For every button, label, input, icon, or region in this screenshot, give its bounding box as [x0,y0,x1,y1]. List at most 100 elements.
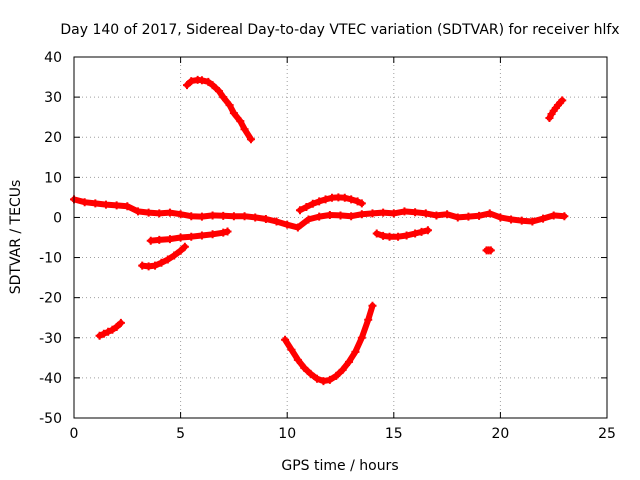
data-point [293,223,302,232]
series-arc-1-2-2-2h [95,318,125,340]
data-point [208,211,217,220]
data-point [325,211,334,220]
data-point [402,231,411,240]
data-point [229,109,238,118]
data-point [321,195,330,204]
data-point [214,87,223,96]
data-point [251,213,260,222]
data-point [236,117,245,126]
data-point [496,213,505,222]
data-point [394,232,403,241]
data-point [517,216,526,225]
x-tick-label: 25 [598,426,616,442]
data-point [357,210,366,219]
series-arc-5-3-8-3h [182,75,255,144]
grid [74,57,607,418]
data-point [180,242,189,251]
data-point [80,198,89,207]
data-point [170,251,179,260]
y-tick-label: -10 [39,251,62,267]
data-point [368,209,377,218]
series-arc-9-9-14-0h [281,301,377,386]
data-point [475,211,484,220]
data-point [144,208,153,217]
data-point [485,209,494,218]
data-point [208,230,217,239]
data-point [133,207,142,216]
data-point [432,211,441,220]
data-point [197,212,206,221]
series-arc-10-6-13-5h [295,193,366,215]
data-point [351,347,360,356]
data-point [225,101,234,110]
data-point [347,195,356,204]
data-point [308,199,317,208]
data-point [304,215,313,224]
data-point [163,255,172,264]
y-tick-label: 0 [53,210,62,226]
series-point-19-4h [482,246,495,255]
data-point [112,322,121,331]
y-axis-title: SDTVAR / TECUs [8,180,24,295]
data-point [261,215,270,224]
data-point [95,331,104,340]
data-point [151,261,160,270]
data-point [287,345,296,354]
series-arc-3-2-5-2h [138,242,189,271]
series-arc-22-3-22-9h [545,96,567,122]
data-point [246,135,255,144]
data-point [558,96,567,105]
data-point [123,202,132,211]
series-segment-14-2-16-6h [372,226,432,241]
data-point [423,226,432,235]
data-point [272,217,281,226]
plot-frame [73,56,608,419]
data-point [219,228,228,237]
data-point [368,301,377,310]
y-tick-label: 40 [44,50,62,66]
data-point [104,327,113,336]
data-point [108,325,117,334]
data-point [417,227,426,236]
data-point [306,369,315,378]
data-point [155,235,164,244]
data-point [208,81,217,90]
data-point [229,212,238,221]
data-point [486,246,495,255]
y-tick-label: -50 [39,411,62,427]
data-point [197,76,206,85]
data-point [187,232,196,241]
data-point [187,77,196,86]
data-point [165,208,174,217]
data-point [112,201,121,210]
data-point [293,355,302,364]
data-point [372,229,381,238]
data-point [400,207,409,216]
data-point [549,211,558,220]
data-point [364,315,373,324]
series-near-zero-band [70,195,569,232]
data-point [116,318,125,327]
data-point [281,335,290,344]
data-point [357,333,366,342]
data-point [176,246,185,255]
data-point [101,200,110,209]
data-point [443,210,452,219]
data-point [204,77,213,86]
data-point [528,217,537,226]
data-point [283,220,292,229]
x-axis-title: GPS time / hours [281,458,398,474]
data-point [240,125,249,134]
x-tick-label: 0 [70,426,79,442]
data-point [176,210,185,219]
y-tick-label: 10 [44,170,62,186]
data-point [157,258,166,267]
data-point [155,209,164,218]
data-point [315,197,324,206]
x-tick-label: 5 [176,426,185,442]
data-point [197,231,206,240]
x-tick-label: 10 [278,426,296,442]
data-point [464,212,473,221]
y-tick-label: -30 [39,331,62,347]
